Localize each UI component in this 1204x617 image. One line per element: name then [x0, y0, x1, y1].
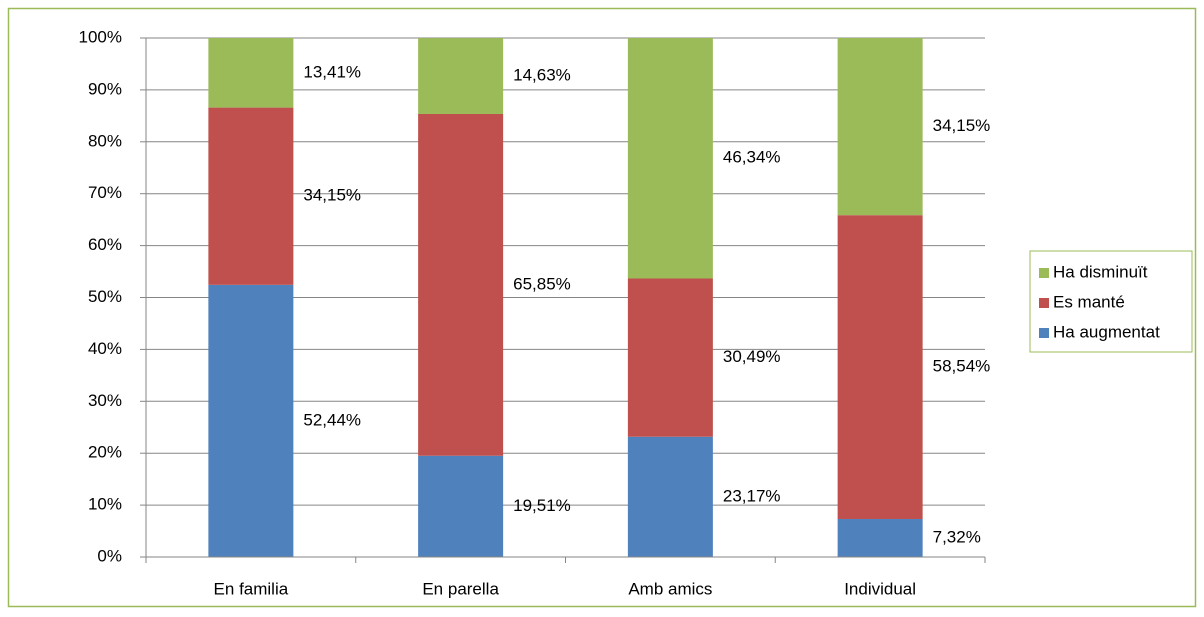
value-label: 34,15% — [933, 116, 991, 135]
y-tick-label: 10% — [88, 495, 122, 514]
bar-segment — [208, 38, 294, 108]
x-tick-label: En parella — [422, 579, 499, 598]
legend-label: Ha augmentat — [1053, 322, 1160, 341]
y-tick-label: 70% — [88, 183, 122, 202]
value-label: 58,54% — [933, 357, 991, 376]
value-label: 7,32% — [933, 527, 981, 546]
x-tick-label: Individual — [844, 579, 916, 598]
y-tick-label: 50% — [88, 287, 122, 306]
value-label: 30,49% — [723, 347, 781, 366]
value-label: 34,15% — [303, 186, 361, 205]
value-label: 14,63% — [513, 66, 571, 85]
y-tick-label: 30% — [88, 391, 122, 410]
value-label: 13,41% — [303, 62, 361, 81]
y-tick-label: 40% — [88, 339, 122, 358]
bar-segment — [208, 107, 294, 285]
y-tick-label: 60% — [88, 235, 122, 254]
bar-segment — [418, 38, 504, 114]
bar-segment — [627, 436, 713, 557]
value-label: 65,85% — [513, 274, 571, 293]
legend-swatch — [1039, 328, 1049, 338]
x-tick-label: En familia — [214, 579, 289, 598]
bar-segment — [837, 215, 923, 520]
value-label: 23,17% — [723, 486, 781, 505]
legend-swatch — [1039, 268, 1049, 278]
legend-label: Ha disminuït — [1053, 262, 1148, 281]
bar-segment — [837, 37, 923, 216]
y-tick-label: 80% — [88, 131, 122, 150]
x-tick-label: Amb amics — [628, 579, 712, 598]
value-label: 46,34% — [723, 148, 781, 167]
y-tick-label: 0% — [97, 546, 122, 565]
legend-swatch — [1039, 298, 1049, 308]
legend-box — [1029, 250, 1193, 353]
bar-segment — [418, 455, 504, 557]
bar-segment — [418, 113, 504, 456]
bar-segment — [627, 278, 713, 437]
y-tick-label: 90% — [88, 79, 122, 98]
bar-segment — [208, 284, 294, 557]
y-tick-label: 20% — [88, 443, 122, 462]
value-label: 52,44% — [303, 410, 361, 429]
bar-segment — [627, 38, 713, 279]
y-tick-label: 100% — [79, 27, 122, 46]
chart-frame — [7, 7, 1197, 608]
value-label: 19,51% — [513, 496, 571, 515]
bar-segment — [837, 519, 923, 557]
legend-label: Es manté — [1053, 292, 1125, 311]
